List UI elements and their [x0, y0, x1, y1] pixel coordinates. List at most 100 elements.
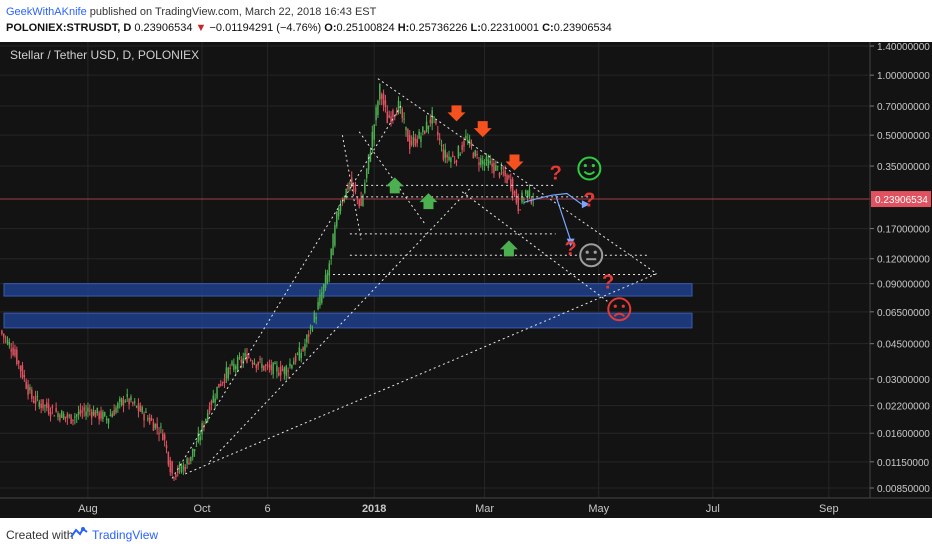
candle	[322, 283, 325, 299]
candle	[223, 373, 226, 388]
candle	[145, 407, 147, 414]
candle-body	[526, 190, 529, 197]
candle-body	[49, 412, 52, 417]
candle-body	[178, 463, 181, 469]
candle-body	[259, 358, 261, 360]
candle	[326, 269, 329, 285]
tradingview-logo-icon[interactable]	[70, 526, 88, 545]
candle	[276, 361, 278, 379]
candle	[51, 404, 54, 415]
candle	[75, 413, 78, 424]
candle-body	[287, 370, 289, 372]
candle	[287, 367, 289, 379]
candle-body	[440, 145, 443, 147]
candle-body	[117, 403, 119, 409]
candle	[337, 205, 340, 220]
candle	[190, 456, 192, 465]
candle-body	[240, 359, 243, 363]
face-eye-right	[593, 250, 597, 254]
projection-branch-arrow-icon	[566, 238, 575, 247]
candle-body	[309, 325, 312, 330]
candle-body	[214, 398, 216, 403]
candle	[165, 440, 168, 454]
candle	[70, 413, 72, 425]
candle-body	[38, 401, 41, 407]
candle-body	[491, 163, 493, 167]
candle-body	[395, 112, 398, 116]
candle	[519, 209, 521, 211]
candle-body	[6, 339, 9, 344]
candle-body	[266, 364, 269, 366]
chart-area[interactable]: ???? 1.40000000 1.00000000 0.70000000 0.500…	[0, 42, 932, 518]
candle-body	[171, 461, 173, 474]
candle	[429, 114, 432, 127]
candle-body	[461, 145, 463, 150]
candle-body	[190, 456, 192, 461]
candle-body	[435, 120, 437, 124]
face-mouth	[583, 170, 596, 176]
candle	[55, 402, 57, 413]
candle-body	[148, 417, 151, 424]
candle	[193, 448, 196, 457]
candle-body	[100, 410, 102, 419]
candle-body	[163, 434, 166, 440]
candle	[68, 413, 70, 419]
up-arrow-icon-0	[385, 177, 404, 194]
candle-body	[352, 184, 355, 188]
candle-body	[51, 405, 54, 409]
candle-body	[485, 156, 488, 161]
candle	[25, 378, 27, 390]
candle	[42, 399, 44, 411]
candle-body	[212, 395, 215, 403]
candle-body	[66, 414, 69, 419]
candle	[206, 409, 209, 423]
candle-body	[500, 166, 503, 170]
open-value: 0.25100824	[336, 22, 395, 34]
face-outline	[607, 297, 632, 322]
candle-body	[442, 149, 445, 160]
candle-body	[510, 179, 512, 189]
candle-body	[480, 158, 482, 166]
candle-body	[79, 409, 82, 414]
candle	[272, 361, 274, 379]
candle	[32, 395, 35, 404]
candle	[191, 448, 194, 461]
candle-body	[358, 199, 360, 207]
candle	[506, 173, 508, 184]
candle	[90, 408, 93, 426]
candle-body	[128, 398, 130, 405]
candle-body	[476, 153, 478, 156]
candle	[285, 364, 288, 381]
candle	[281, 365, 284, 372]
y-tick-label-13: 0.01150000	[877, 458, 930, 469]
close-value: 0.23906534	[553, 22, 612, 34]
candle-body	[107, 418, 110, 424]
candle-body	[281, 369, 284, 371]
candle-body	[229, 367, 231, 370]
candle-body	[251, 361, 254, 365]
candle-body	[102, 412, 104, 420]
candle-body	[21, 365, 24, 378]
candle	[29, 384, 31, 394]
candle	[94, 409, 97, 418]
candle	[296, 352, 299, 356]
down-arrow-icon-0	[447, 105, 466, 122]
candle-body	[377, 101, 379, 116]
price-chart[interactable]: ???? 1.40000000 1.00000000 0.70000000 0.500…	[0, 42, 932, 518]
candle	[130, 394, 132, 403]
candle-body	[141, 407, 143, 413]
candle-body	[115, 407, 117, 413]
author-link[interactable]: GeekWithAKnife	[6, 6, 87, 18]
candle-body	[410, 140, 413, 145]
candle	[278, 367, 280, 377]
candle-body	[46, 402, 48, 408]
candle-body	[328, 263, 331, 276]
candle-body	[362, 195, 364, 206]
candle	[173, 476, 175, 482]
tradingview-brand[interactable]: TradingView	[92, 528, 159, 542]
candle-body	[465, 135, 467, 139]
last-price-tag-label: 0.23906534	[875, 195, 928, 206]
candle-body	[315, 316, 317, 320]
candle-body	[317, 301, 319, 310]
candle-body	[89, 410, 91, 412]
